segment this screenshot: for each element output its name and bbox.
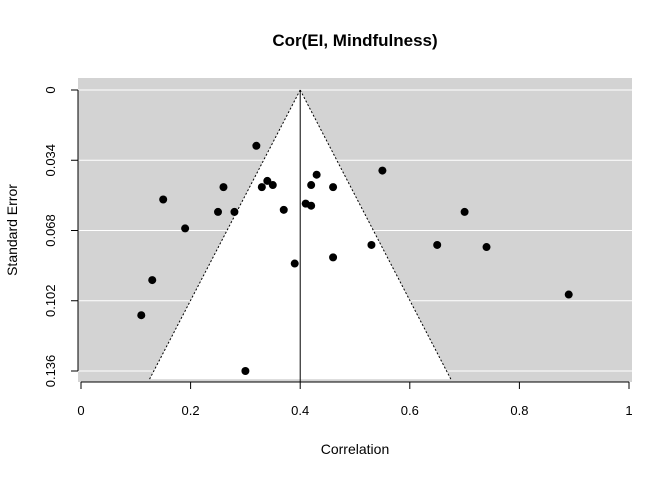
- x-tick-label: 0.2: [182, 403, 200, 418]
- data-point: [312, 170, 321, 179]
- data-point: [329, 253, 338, 262]
- data-point: [460, 207, 469, 216]
- plot-area: [78, 78, 632, 382]
- x-tick-label: 1: [625, 403, 632, 418]
- y-tick-label: 0.068: [43, 214, 58, 247]
- y-tick-label: 0.102: [43, 284, 58, 317]
- data-point: [378, 166, 387, 175]
- data-point: [279, 205, 288, 214]
- data-point: [219, 183, 228, 192]
- data-point: [252, 141, 261, 150]
- data-point: [307, 181, 316, 190]
- data-point: [263, 176, 272, 185]
- data-point: [159, 195, 168, 204]
- data-point: [433, 240, 442, 249]
- x-tick-label: 0.4: [291, 403, 309, 418]
- y-tick-label: 0.136: [43, 355, 58, 388]
- x-axis-label: Correlation: [321, 441, 389, 457]
- data-point: [268, 181, 277, 190]
- x-tick-label: 0.8: [510, 403, 528, 418]
- data-point: [482, 243, 491, 252]
- data-point: [181, 224, 190, 233]
- y-tick-label: 0.034: [43, 144, 58, 177]
- data-point: [564, 290, 573, 299]
- data-point: [241, 367, 250, 375]
- y-tick-label: 0: [43, 86, 58, 93]
- x-tick-label: 0.6: [401, 403, 419, 418]
- data-point: [329, 183, 338, 192]
- data-point: [137, 311, 146, 320]
- chart-title: Cor(EI, Mindfulness): [272, 31, 437, 50]
- data-point: [307, 201, 316, 210]
- y-axis: 0 0.034 0.068 0.102 0.136: [43, 86, 79, 388]
- data-point: [148, 276, 157, 285]
- data-point: [257, 183, 266, 192]
- data-point: [230, 207, 239, 216]
- data-point: [367, 240, 376, 249]
- data-points: [137, 141, 573, 375]
- x-tick-label: 0: [77, 403, 84, 418]
- data-point: [290, 259, 299, 268]
- x-axis: 0 0.2 0.4 0.6 0.8 1: [77, 381, 633, 418]
- data-point: [214, 207, 222, 216]
- y-axis-label: Standard Error: [4, 184, 20, 276]
